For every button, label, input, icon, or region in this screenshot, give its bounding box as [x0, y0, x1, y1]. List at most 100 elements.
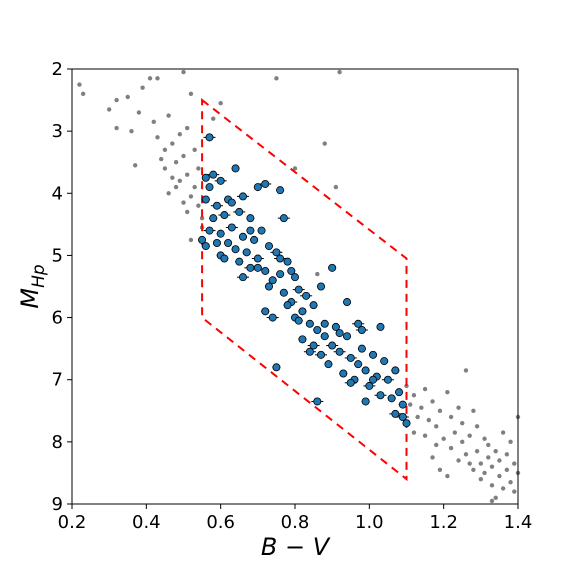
selected-star-point [209, 170, 218, 179]
selected-star-point [361, 366, 370, 375]
selected-star-point [369, 375, 378, 384]
selected-star-point [231, 164, 240, 173]
background-star-point [474, 448, 480, 454]
selected-star-point [287, 266, 296, 275]
background-stars-series [77, 69, 521, 504]
selected-star-point [238, 232, 247, 241]
selected-star-point [212, 201, 221, 210]
background-star-point [155, 76, 160, 81]
background-star-point [434, 424, 439, 429]
background-star-point [315, 271, 320, 277]
background-star-point [199, 215, 205, 221]
background-star-point [493, 495, 498, 500]
background-star-point [471, 467, 476, 473]
background-star-point [129, 128, 134, 134]
background-star-point [437, 467, 443, 473]
selected-star-point [198, 235, 207, 244]
background-star-point [292, 166, 298, 171]
selected-star-point [354, 360, 363, 369]
selected-star-point [320, 332, 329, 341]
plot-frame [71, 68, 519, 505]
selected-star-point [201, 242, 210, 251]
background-star-point [422, 386, 428, 392]
y-tick-label: 9 [52, 494, 63, 515]
background-star-point [192, 184, 197, 190]
background-star-point [426, 417, 431, 423]
background-star-point [489, 498, 495, 504]
selected-star-point [395, 388, 404, 397]
background-star-point [471, 408, 476, 413]
selected-star-point [361, 397, 370, 406]
background-star-point [422, 433, 428, 438]
selected-star-point [298, 307, 307, 316]
selected-star-point [276, 254, 285, 263]
selected-star-point [242, 248, 251, 257]
y-tick-label: 4 [52, 183, 63, 204]
selected-star-point [261, 266, 270, 275]
background-star-point [162, 166, 168, 171]
selected-star-point [261, 307, 270, 316]
selected-star-point [220, 211, 229, 220]
background-star-point [188, 91, 194, 97]
background-star-point [445, 473, 450, 479]
background-star-point [411, 430, 417, 435]
y-tick-label: 5 [52, 245, 63, 266]
background-star-point [173, 160, 179, 165]
selected-star-point [354, 319, 363, 328]
background-star-point [140, 85, 145, 90]
background-star-point [460, 421, 465, 426]
selected-star-point [309, 301, 318, 310]
selected-stars-series [198, 133, 411, 428]
selected-star-point [235, 207, 244, 216]
y-tick-label: 2 [52, 59, 63, 80]
background-star-point [211, 116, 216, 121]
y-axis-label-main: M [16, 288, 44, 309]
background-star-point [155, 135, 160, 140]
selected-star-point [317, 350, 326, 359]
selected-star-point [305, 319, 314, 328]
selected-star-point [238, 273, 247, 282]
background-star-point [419, 405, 424, 410]
selected-star-point [335, 329, 344, 338]
selected-star-point [246, 214, 255, 223]
selected-star-point [209, 214, 218, 223]
background-star-point [162, 147, 168, 152]
background-star-point [456, 405, 461, 410]
selected-star-point [357, 325, 366, 334]
background-star-point [77, 82, 82, 87]
background-star-point [486, 442, 491, 448]
background-star-point [106, 107, 112, 112]
background-star-point [218, 100, 223, 106]
selected-star-point [268, 313, 277, 322]
background-star-point [430, 455, 435, 460]
background-star-point [166, 113, 171, 118]
background-star-point [467, 461, 472, 466]
background-star-point [478, 461, 484, 466]
background-star-point [170, 175, 175, 180]
selected-star-point [391, 409, 400, 418]
background-star-point [448, 445, 454, 451]
selected-star-point [205, 226, 214, 235]
background-star-point [173, 184, 179, 190]
background-star-point [408, 402, 413, 407]
selected-star-point [346, 378, 355, 387]
background-star-point [114, 97, 119, 103]
background-star-point [192, 147, 197, 152]
selected-star-point [313, 397, 322, 406]
selected-star-point [357, 344, 366, 353]
selected-star-point [264, 282, 273, 291]
selected-star-point [376, 322, 385, 331]
x-tick-label: 0.2 [58, 512, 87, 533]
selected-star-point [283, 301, 292, 310]
selected-star-point [253, 183, 262, 192]
background-star-point [497, 458, 502, 463]
background-star-point [497, 473, 502, 479]
y-tick-label: 6 [52, 308, 63, 329]
background-star-point [508, 480, 513, 485]
background-star-point [185, 172, 190, 177]
background-star-point [177, 178, 182, 184]
selected-star-point [290, 273, 299, 282]
y-axis: 2 3 4 5 6 7 8 9 [52, 59, 72, 515]
selected-star-point [276, 186, 285, 195]
selected-star-point [279, 214, 288, 223]
